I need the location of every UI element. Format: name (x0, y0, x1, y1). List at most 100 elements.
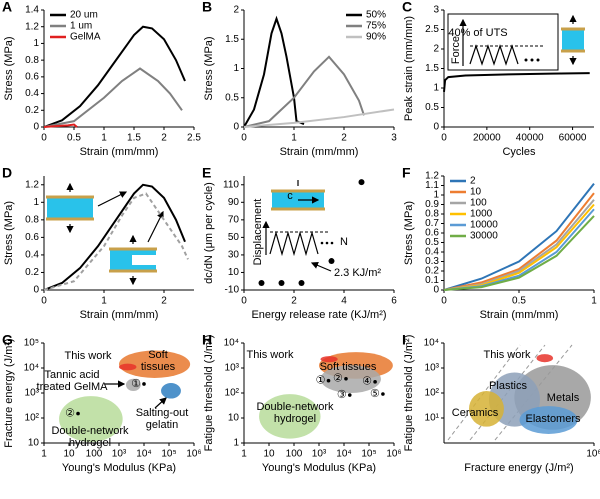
x-tick-label: 0 (41, 296, 47, 307)
region (161, 383, 181, 399)
region (320, 356, 338, 363)
x-axis-label: Cycles (502, 146, 536, 158)
y-tick-label: 0.8 (425, 209, 439, 220)
region (259, 394, 321, 439)
x-tick-label: 10 (263, 449, 275, 460)
region-label: This work (483, 349, 531, 361)
inset-c (447, 13, 585, 71)
y-tick-label: 1.5 (425, 63, 439, 74)
y-tick-label: 0.2 (25, 267, 39, 278)
region-label: Double-network (51, 425, 129, 437)
y-tick-label: 1.2 (25, 21, 39, 32)
x-axis-label: Energy release rate (KJ/m²) (251, 309, 386, 321)
y-tick-label: 0.2 (425, 266, 439, 277)
legend-label: 20 um (70, 10, 98, 21)
region-label: Salting-out (136, 407, 189, 419)
panel-label: F (402, 165, 411, 181)
x-tick-label: 60000 (559, 133, 587, 144)
y-tick-label: 0.5 (225, 92, 239, 103)
x-axis-label: Strain (mm/mm) (80, 146, 159, 158)
y-tick-label: 110 (223, 179, 239, 190)
region-label: This work (246, 349, 294, 361)
y-tick-label: 0.5 (425, 102, 439, 113)
y-tick-label: 1.5 (225, 34, 239, 45)
x-axis-label: Strain (mm/mm) (80, 309, 159, 321)
line (443, 72, 590, 92)
annotation: 2.3 KJ/m² (334, 267, 381, 279)
inset-e (262, 180, 334, 272)
y-tick-label: 1 (233, 438, 239, 449)
region-label: treated GelMA (37, 381, 109, 393)
x-tick-label: 1 (101, 296, 107, 307)
panel-label: A (2, 0, 12, 15)
legend-label: GelMA (70, 32, 101, 43)
y-tick-label: 10² (25, 413, 40, 424)
y-tick-label: 0.6 (25, 71, 39, 82)
x-tick-label: 10 (63, 449, 75, 460)
x-tick-label: 10³ (112, 449, 127, 460)
point-label: ④ (362, 376, 372, 388)
line (443, 215, 595, 291)
legend-label: 50% (366, 10, 386, 21)
point (358, 179, 365, 186)
x-tick-label: 2.5 (187, 133, 201, 144)
point (326, 378, 331, 383)
y-tick-label: 0.6 (25, 232, 39, 243)
point (344, 376, 348, 381)
y-tick-label: 0 (433, 122, 439, 133)
x-tick-label: 10⁴ (336, 449, 351, 460)
y-tick-label: 10³ (425, 363, 440, 374)
point (347, 393, 352, 397)
y-tick-label: 0.4 (25, 88, 39, 99)
y-tick-label: 0.8 (25, 55, 39, 66)
x-axis-label: Fracture energy (J/m²) (464, 462, 573, 474)
point (373, 380, 377, 384)
y-tick-label: 1 (433, 83, 439, 94)
panel-label: G (2, 332, 13, 348)
y-tick-label: 1 (33, 197, 39, 208)
x-tick-label: 10⁵ (161, 449, 176, 460)
x-tick-label: 2 (341, 133, 347, 144)
x-tick-label: 6 (391, 296, 397, 307)
region (59, 396, 123, 442)
x-tick-label: 20000 (473, 133, 501, 144)
y-axis-label: Fracture energy (J/m²) (3, 338, 15, 447)
y-tick-label: 10² (225, 388, 240, 399)
y-tick-label: 1 (233, 63, 239, 74)
legend-label: 10000 (470, 220, 498, 231)
point-label: ⑤ (370, 388, 380, 400)
y-tick-label: 1.1 (425, 180, 439, 191)
y-tick-label: 10 (28, 438, 40, 449)
y-axis-label: Fatigue threshold (J/m²) (203, 335, 215, 452)
region-label: Soft tissues (320, 361, 377, 373)
line (243, 55, 365, 128)
y-tick-label: 1.2 (425, 171, 439, 182)
y-axis-label: Stress (MPa) (403, 201, 415, 265)
y-axis-label: Stress (MPa) (3, 36, 15, 100)
x-tick-label: 2 (161, 296, 167, 307)
y-tick-label: 70 (228, 214, 240, 225)
y-axis-label: Stress (MPa) (3, 201, 15, 265)
y-tick-label: 0.5 (425, 237, 439, 248)
y-axis-label: Peak strain (mm/mm) (403, 16, 415, 121)
y-tick-label: 0.4 (25, 250, 39, 261)
line (243, 108, 395, 128)
y-tick-label: 0 (33, 285, 39, 296)
x-tick-label: 1 (241, 449, 247, 460)
panel-label: D (2, 165, 12, 181)
panel-label: C (402, 0, 412, 15)
y-tick-label: 0.7 (425, 218, 439, 229)
y-tick-label: 10³ (225, 363, 240, 374)
y-tick-label: 1 (33, 38, 39, 49)
x-tick-label: 0 (441, 133, 447, 144)
legend-label: 30000 (470, 231, 498, 242)
region-label: hydrogel (69, 437, 111, 449)
point-label: ① (316, 375, 326, 387)
legend-label: 2 (470, 176, 476, 187)
y-tick-label: 1.4 (25, 5, 39, 16)
region (125, 378, 141, 392)
x-tick-label: 1.5 (127, 133, 141, 144)
x-tick-label: 4 (341, 296, 347, 307)
y-tick-label: 50 (228, 232, 240, 243)
